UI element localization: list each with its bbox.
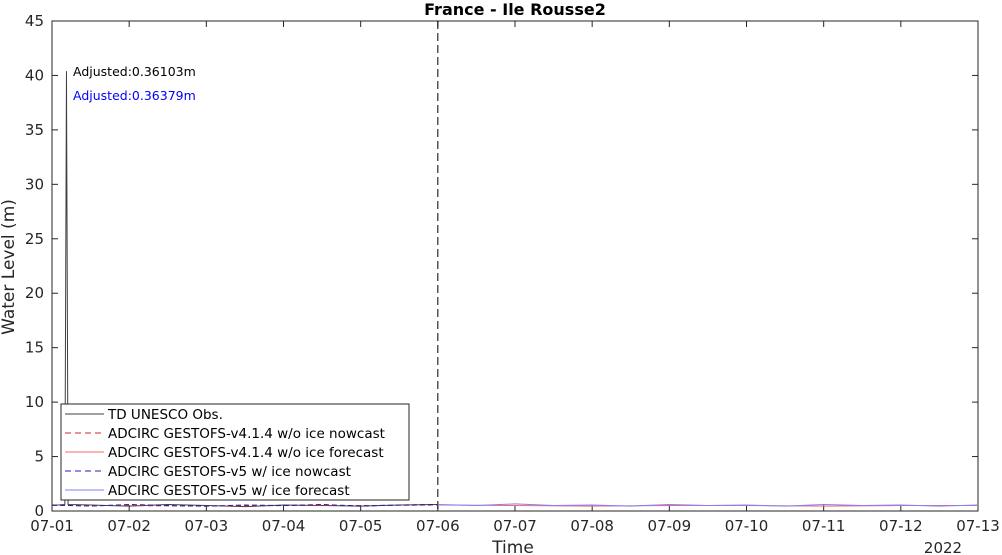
y-tick-label: 25 bbox=[25, 230, 44, 248]
y-tick-label: 30 bbox=[25, 175, 44, 193]
y-tick-label: 45 bbox=[25, 12, 44, 30]
series-line-3 bbox=[51, 503, 438, 507]
chart-title: France - Ile Rousse2 bbox=[424, 0, 606, 19]
adjusted-annotation: Adjusted:0.36103m bbox=[73, 64, 196, 79]
y-tick-label: 0 bbox=[34, 502, 44, 520]
series-line-0 bbox=[51, 71, 438, 508]
y-tick-label: 15 bbox=[25, 339, 44, 357]
y-axis-label: Water Level (m) bbox=[0, 199, 19, 335]
y-tick-label: 10 bbox=[25, 393, 44, 411]
x-tick-label: 07-07 bbox=[493, 517, 537, 535]
x-tick-label: 07-05 bbox=[339, 517, 383, 535]
x-tick-label: 07-03 bbox=[185, 517, 229, 535]
x-tick-label: 07-13 bbox=[956, 517, 1000, 535]
x-tick-label: 07-09 bbox=[648, 517, 692, 535]
x-tick-label: 07-04 bbox=[262, 517, 306, 535]
legend-entry: ADCIRC GESTOFS-v5 w/ ice forecast bbox=[108, 483, 350, 499]
plot-area: 0 5 10 15 20 25 30 35 40 45 07-01 07-02 07-03 07-04 07… bbox=[25, 12, 1000, 535]
legend-entry: TD UNESCO Obs. bbox=[107, 407, 223, 423]
x-tick-label: 07-06 bbox=[416, 517, 460, 535]
legend-entry: ADCIRC GESTOFS-v4.1.4 w/o ice nowcast bbox=[108, 426, 385, 442]
series-line-4 bbox=[437, 503, 979, 507]
annotations: Adjusted:0.36103m Adjusted:0.36379m bbox=[73, 64, 196, 103]
x-tick-label: 07-10 bbox=[725, 517, 769, 535]
y-tick-label: 35 bbox=[25, 121, 44, 139]
x-tick-label: 07-12 bbox=[879, 517, 923, 535]
x-tick-label: 07-11 bbox=[802, 517, 846, 535]
x-tick-label: 07-01 bbox=[30, 517, 74, 535]
legend: TD UNESCO Obs. ADCIRC GESTOFS-v4.1.4 w/o … bbox=[60, 403, 410, 501]
y-tick-label: 20 bbox=[25, 284, 44, 302]
y-tick-label: 40 bbox=[25, 66, 44, 84]
legend-box bbox=[60, 403, 410, 501]
x-tick-label: 07-08 bbox=[570, 517, 614, 535]
y-tick-label: 5 bbox=[34, 448, 44, 466]
adjusted-annotation: Adjusted:0.36379m bbox=[73, 88, 196, 103]
legend-entry: ADCIRC GESTOFS-v4.1.4 w/o ice forecast bbox=[108, 445, 384, 461]
x-axis-label: Time bbox=[491, 538, 534, 555]
x-tick-label: 07-02 bbox=[107, 517, 151, 535]
legend-entry: ADCIRC GESTOFS-v5 w/ ice nowcast bbox=[108, 464, 351, 480]
x-year-label: 2022 bbox=[924, 539, 962, 555]
